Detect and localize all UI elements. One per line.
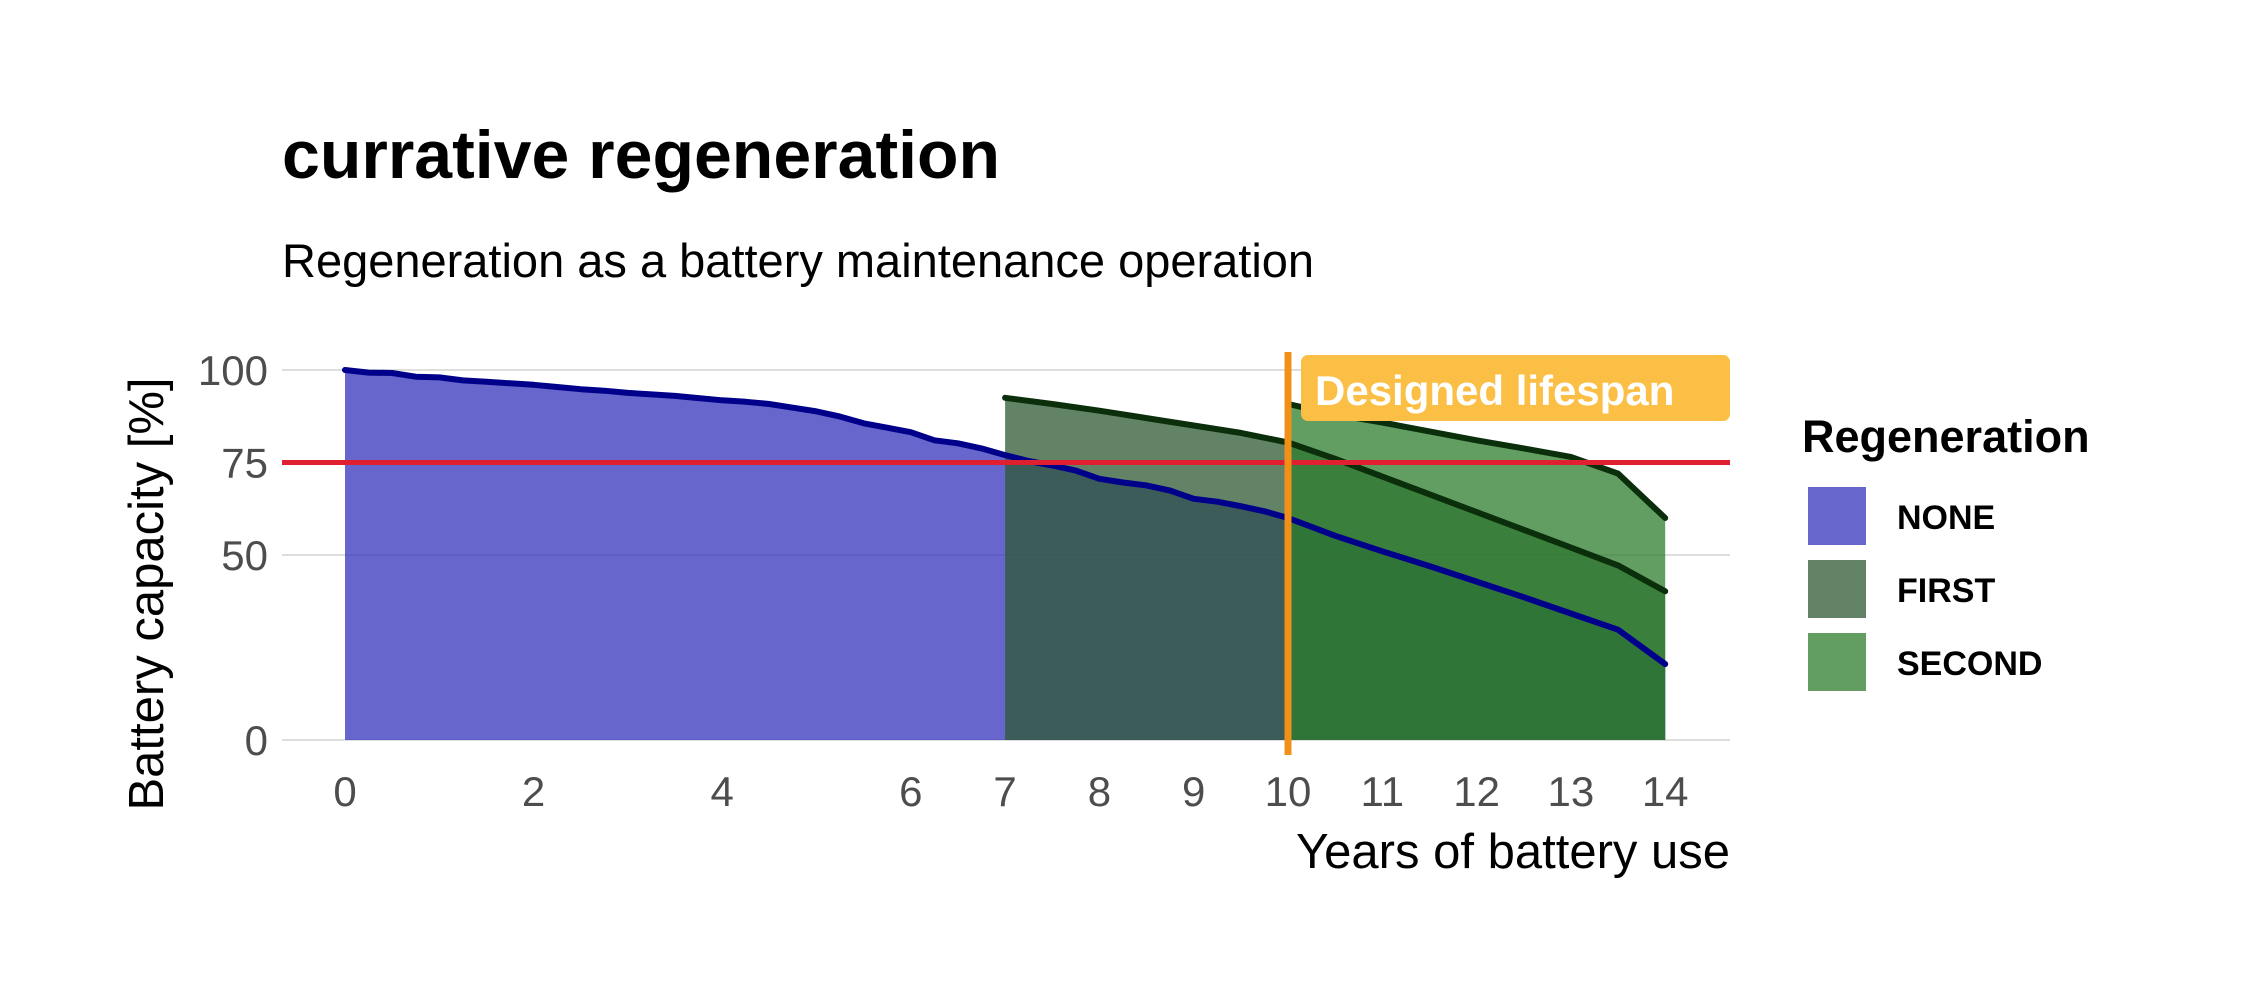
- x-tick-label-12: 12: [1453, 768, 1500, 815]
- y-axis-title: Battery capacity [%]: [120, 377, 174, 810]
- y-tick-label-75: 75: [221, 440, 268, 487]
- x-tick-label-4: 4: [711, 768, 734, 815]
- x-tick-label-10: 10: [1265, 768, 1312, 815]
- tick-labels: 0 2 4 6 7 8 9 10 11 12 13 14 0 50 75 100: [198, 347, 1689, 815]
- x-tick-label-13: 13: [1548, 768, 1595, 815]
- y-tick-label-50: 50: [221, 532, 268, 579]
- area-second: [1288, 404, 1666, 740]
- reference-lines: [282, 352, 1730, 755]
- x-axis-title: Years of battery use: [1296, 825, 1730, 879]
- lifespan-label: Designed lifespan: [1315, 367, 1674, 414]
- legend-swatch-first: [1808, 560, 1866, 618]
- legend-title: Regeneration: [1802, 411, 2090, 462]
- legend-swatch-none: [1808, 487, 1866, 545]
- chart-title: currative regeneration: [282, 117, 1000, 193]
- x-tick-label-0: 0: [333, 768, 356, 815]
- x-tick-label-6: 6: [899, 768, 922, 815]
- lifespan-annotation: Designed lifespan: [1301, 355, 1730, 421]
- series-areas: [345, 370, 1666, 740]
- legend-swatch-second: [1808, 633, 1866, 691]
- x-tick-label-14: 14: [1642, 768, 1689, 815]
- line-first: [1002, 394, 1669, 595]
- x-tick-label-11: 11: [1360, 768, 1404, 815]
- legend: Regeneration NONE FIRST SECOND: [1802, 411, 2090, 691]
- x-tick-label-7: 7: [993, 768, 1016, 815]
- legend-label-second: SECOND: [1897, 645, 2042, 683]
- y-tick-label-100: 100: [198, 347, 268, 394]
- x-tick-label-8: 8: [1088, 768, 1111, 815]
- x-tick-label-9: 9: [1182, 768, 1205, 815]
- x-tick-label-2: 2: [522, 768, 545, 815]
- legend-label-none: NONE: [1897, 499, 1995, 537]
- legend-label-first: FIRST: [1897, 572, 1995, 610]
- chart-subtitle: Regeneration as a battery maintenance op…: [282, 234, 1314, 287]
- lifespan-label-box: [1301, 355, 1730, 421]
- y-tick-label-0: 0: [245, 717, 268, 764]
